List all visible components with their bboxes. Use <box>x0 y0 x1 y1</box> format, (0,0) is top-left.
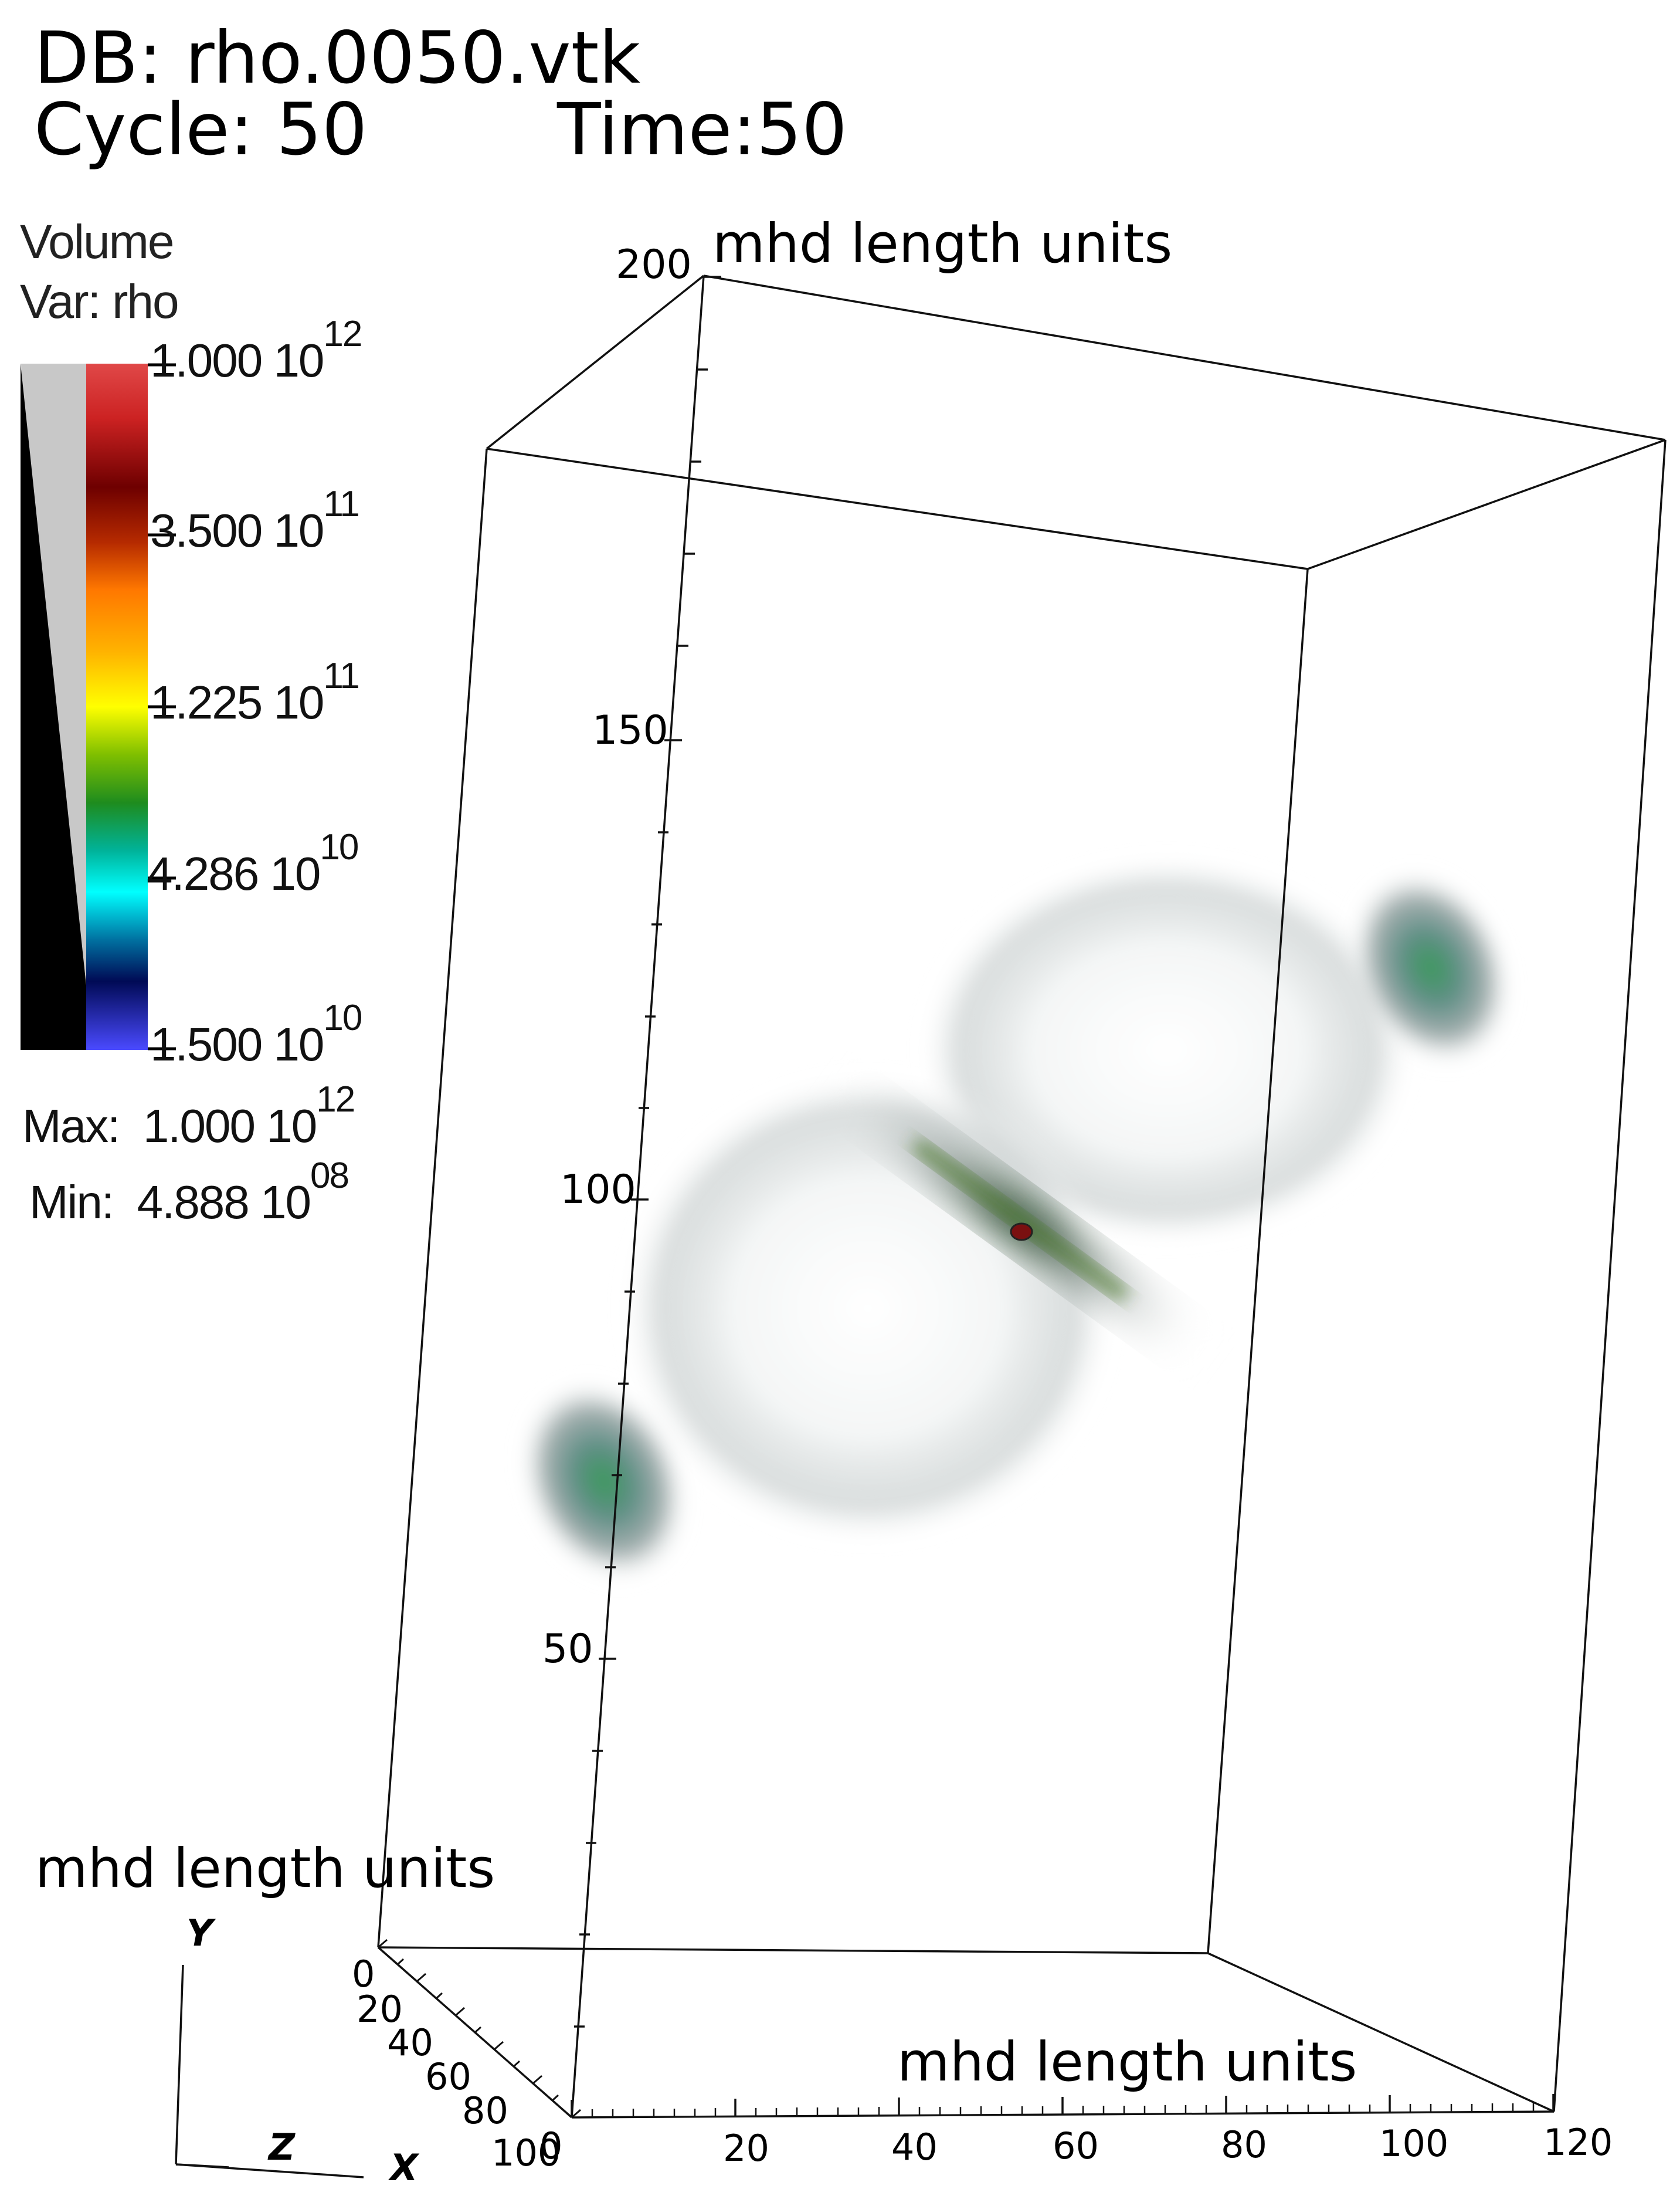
triad-y-label: Y <box>186 1912 213 1954</box>
z-tick-label: 0 <box>352 1953 375 1995</box>
triad-x-label: X <box>390 2146 418 2189</box>
z-tick-label: 100 <box>491 2132 561 2174</box>
z-axis-ticks <box>378 1939 581 2119</box>
cycle-label: Cycle: 50 <box>34 88 368 171</box>
x-tick-label: 0 <box>539 2124 563 2167</box>
time-label: Time:50 <box>557 88 847 171</box>
legend-min: Min: 4.888 1008 <box>29 1156 349 1228</box>
lower-left-clump <box>519 1380 689 1583</box>
colorbar <box>21 363 176 1051</box>
database-label: DB: rho.0050.vtk <box>34 16 641 100</box>
legend-tick-label: 1.000 1012 <box>150 314 362 387</box>
legend-tick-label: 1.500 1010 <box>150 998 362 1070</box>
x-axis-title: mhd length units <box>897 2031 1357 2093</box>
axis-triad <box>175 1964 364 2178</box>
y-axis-title: mhd length units <box>712 212 1173 275</box>
z-tick-label: 40 <box>387 2021 433 2064</box>
x-tick-label: 20 <box>723 2127 769 2170</box>
z-tick-label: 80 <box>462 2089 508 2132</box>
colorbar-gradient <box>86 364 148 1050</box>
density-volume <box>519 856 1513 1583</box>
x-tick-label: 100 <box>1379 2122 1449 2165</box>
x-axis-minor-ticks <box>591 2103 1535 2117</box>
legend-tick-label: 3.500 1011 <box>150 484 360 557</box>
legend-tick-label: 1.225 1011 <box>150 656 360 728</box>
legend-tick-label: 4.286 1010 <box>147 827 359 900</box>
triad-z-label: Z <box>269 2126 295 2168</box>
colorbar-opacity-ramp <box>21 364 86 1050</box>
central-core <box>1010 1222 1033 1241</box>
x-axis-ticks <box>571 2094 1555 2117</box>
y-tick-label: 150 <box>592 707 668 754</box>
upper-right-clump <box>1349 869 1513 1066</box>
y-axis-ticks <box>574 276 721 2028</box>
x-tick-label: 60 <box>1053 2124 1099 2167</box>
legend-plot-type: Volume <box>20 215 175 269</box>
y-tick-label: 50 <box>542 1626 593 1672</box>
legend-var-label: Var: rho <box>20 275 179 328</box>
legend-max: Max: 1.000 1012 <box>22 1079 355 1152</box>
x-tick-label: 120 <box>1543 2121 1613 2164</box>
x-tick-label: 80 <box>1221 2123 1267 2166</box>
bounding-box <box>377 275 1667 2119</box>
z-axis-title: mhd length units <box>35 1837 495 1900</box>
z-tick-label: 60 <box>425 2055 471 2098</box>
y-tick-label: 100 <box>560 1167 636 1213</box>
z-tick-label: 20 <box>357 1988 403 2031</box>
x-tick-label: 40 <box>891 2126 938 2168</box>
y-tick-label: 200 <box>616 242 692 288</box>
lower-lobe <box>622 1073 1114 1543</box>
